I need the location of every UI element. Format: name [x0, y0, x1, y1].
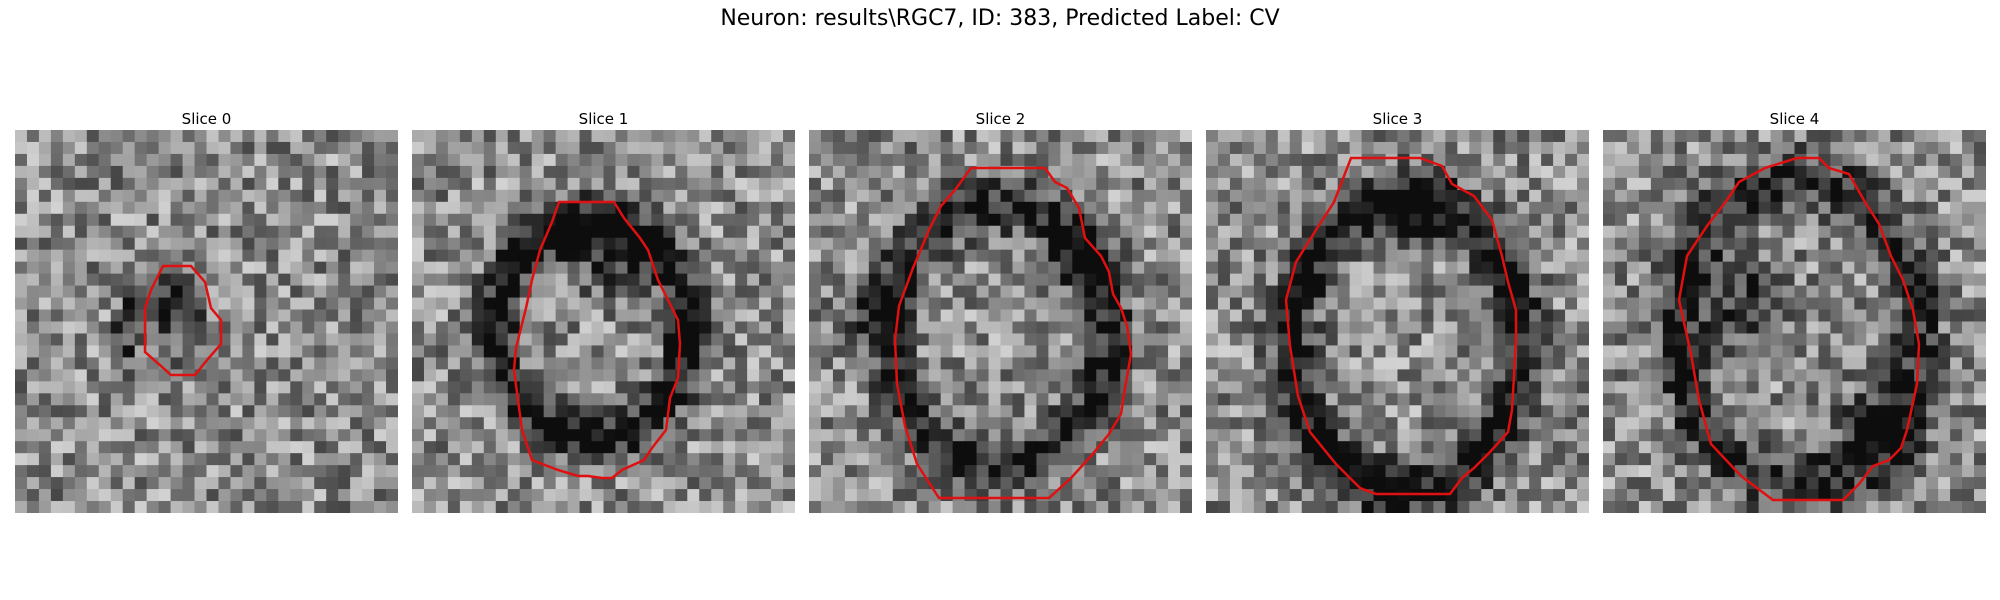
cell-contour-1: [512, 200, 682, 480]
slice-panel-3: Slice 3: [1206, 108, 1589, 513]
slice-title-4: Slice 4: [1769, 110, 1820, 128]
slice-image-0: [15, 130, 398, 513]
slice-title-0: Slice 0: [181, 110, 232, 128]
figure-title: Neuron: results\RGC7, ID: 383, Predicted…: [720, 6, 1280, 31]
slice-panel-1: Slice 1: [412, 108, 795, 513]
slice-panel-2: Slice 2: [809, 108, 1192, 513]
slice-image-4: [1603, 130, 1986, 513]
slice-title-2: Slice 2: [975, 110, 1026, 128]
cell-contour-4: [1677, 156, 1921, 502]
slice-title-1: Slice 1: [578, 110, 629, 128]
cell-contour-0: [143, 264, 223, 377]
cell-contour-3: [1284, 156, 1518, 496]
slice-image-1: [412, 130, 795, 513]
slice-title-3: Slice 3: [1372, 110, 1423, 128]
slice-panel-4: Slice 4: [1603, 108, 1986, 513]
slice-image-2: [809, 130, 1192, 513]
cell-contour-2: [893, 166, 1133, 500]
slice-image-3: [1206, 130, 1589, 513]
slice-panel-0: Slice 0: [15, 108, 398, 513]
